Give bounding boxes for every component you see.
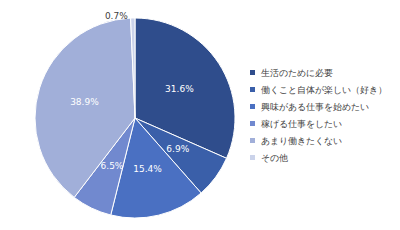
svg-text:6.5%: 6.5% [101,161,124,171]
svg-text:31.6%: 31.6% [165,84,194,94]
svg-text:6.9%: 6.9% [166,144,189,154]
svg-text:38.9%: 38.9% [70,97,99,107]
svg-text:あまり働きたくない: あまり働きたくない [261,136,342,146]
svg-text:興味がある仕事を始めたい: 興味がある仕事を始めたい [261,102,369,112]
svg-text:0.7%: 0.7% [105,11,128,21]
svg-text:その他: その他 [261,153,288,163]
svg-text:15.4%: 15.4% [133,164,162,174]
svg-text:稼げる仕事をしたい: 稼げる仕事をしたい [261,119,342,129]
svg-text:働くこと自体が楽しい（好き）: 働くこと自体が楽しい（好き） [261,85,387,95]
svg-text:生活のために必要: 生活のために必要 [261,68,333,78]
